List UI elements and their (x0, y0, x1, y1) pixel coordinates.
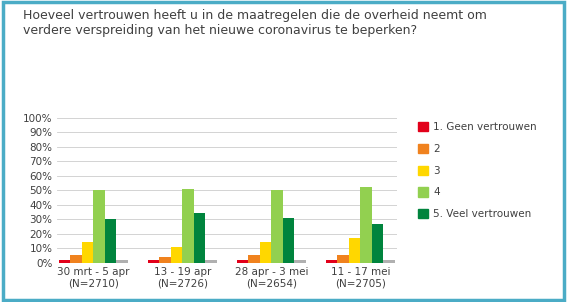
Bar (325, 260, 337, 263)
Legend: 1. Geen vertrouwen, 2, 3, 4, 5. Veel vertrouwen: 1. Geen vertrouwen, 2, 3, 4, 5. Veel ver… (416, 120, 539, 221)
Bar (159, 257, 171, 263)
Bar (260, 243, 271, 263)
Bar (237, 260, 248, 263)
Bar (294, 260, 306, 263)
Bar (360, 187, 372, 263)
Bar (148, 260, 159, 263)
Bar (372, 223, 383, 263)
Bar (283, 218, 294, 263)
Text: Hoeveel vertrouwen heeft u in de maatregelen die de overheid neemt om
verdere ve: Hoeveel vertrouwen heeft u in de maatreg… (23, 9, 486, 37)
Bar (116, 260, 128, 263)
Bar (82, 243, 94, 263)
Bar (183, 189, 194, 263)
Bar (171, 247, 183, 263)
Bar (383, 260, 395, 263)
Bar (70, 255, 82, 263)
Bar (194, 214, 205, 263)
Bar (94, 190, 105, 263)
Bar (105, 219, 116, 263)
Bar (59, 260, 70, 263)
Bar (349, 238, 360, 263)
Bar (248, 255, 260, 263)
Bar (337, 255, 349, 263)
Bar (271, 190, 283, 263)
Bar (205, 260, 217, 263)
